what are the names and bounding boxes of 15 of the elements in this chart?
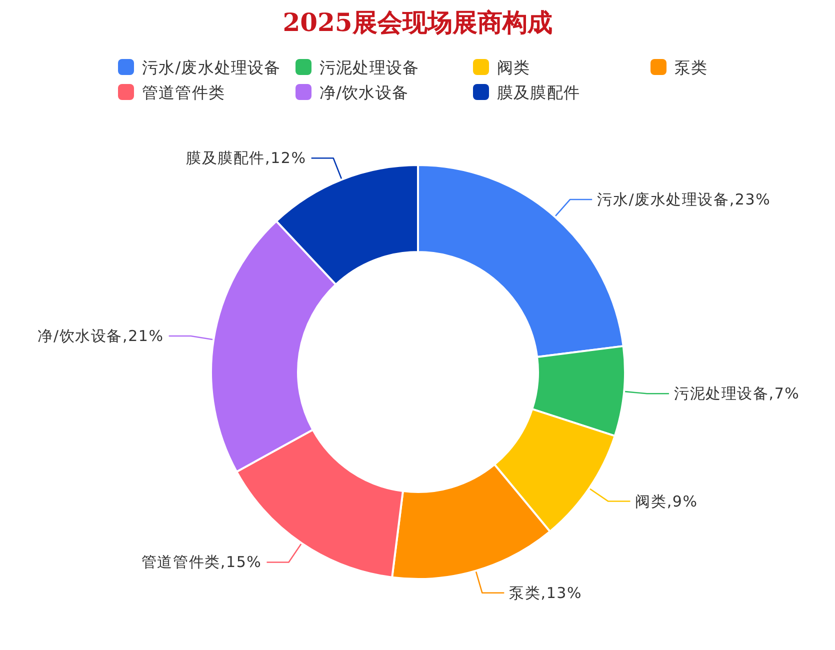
data-label: 污水/废水处理设备,23% — [597, 190, 771, 208]
data-label: 管道管件类,15% — [141, 553, 262, 572]
title: 2025展会现场展商构成 — [282, 8, 552, 37]
legend-label: 阀类 — [497, 58, 530, 77]
legend-label: 污水/废水处理设备 — [142, 58, 281, 77]
legend-label: 污泥处理设备 — [320, 58, 420, 77]
data-label: 泵类,13% — [509, 584, 582, 602]
data-label: 阀类,9% — [635, 492, 698, 510]
data-label: 污泥处理设备,7% — [674, 384, 800, 403]
legend-label: 膜及膜配件 — [497, 83, 580, 102]
data-label: 净/饮水设备,21% — [38, 327, 164, 346]
data-label: 膜及膜配件,12% — [186, 149, 306, 168]
legend-label: 管道管件类 — [142, 83, 225, 102]
legend-label: 净/饮水设备 — [320, 83, 408, 102]
legend-label: 泵类 — [674, 58, 708, 77]
